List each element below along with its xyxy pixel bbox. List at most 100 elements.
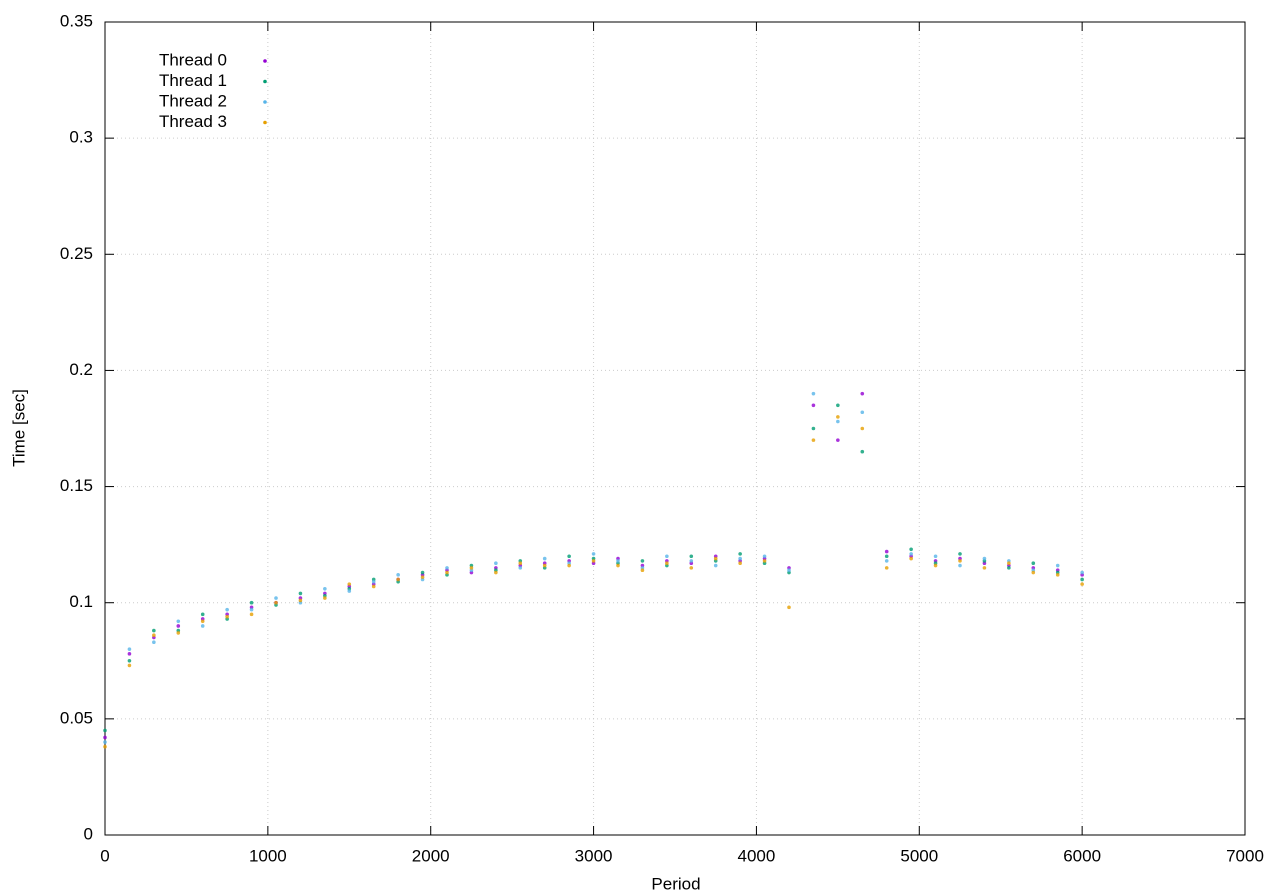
point bbox=[933, 554, 938, 559]
point bbox=[127, 658, 132, 663]
y-tick-label: 0.15 bbox=[60, 476, 93, 495]
point bbox=[567, 554, 571, 559]
point bbox=[958, 563, 962, 568]
legend-label: Thread 0 bbox=[159, 50, 227, 69]
point bbox=[103, 735, 107, 740]
y-axis-label: Time [sec] bbox=[9, 389, 28, 467]
point bbox=[640, 568, 645, 572]
point bbox=[982, 556, 987, 561]
point bbox=[958, 552, 962, 556]
point bbox=[1080, 582, 1084, 586]
point bbox=[396, 573, 400, 577]
point bbox=[689, 559, 694, 563]
point bbox=[884, 549, 889, 554]
x-tick-label: 7000 bbox=[1226, 846, 1264, 865]
point bbox=[982, 566, 987, 570]
point bbox=[860, 426, 865, 431]
point bbox=[1007, 561, 1011, 566]
point bbox=[1080, 570, 1084, 575]
point bbox=[1080, 577, 1084, 582]
point bbox=[542, 563, 547, 568]
point bbox=[860, 410, 865, 415]
point bbox=[200, 612, 205, 617]
point bbox=[787, 605, 791, 610]
point bbox=[298, 598, 303, 603]
point bbox=[762, 554, 767, 559]
point bbox=[1031, 561, 1036, 566]
plot-frame bbox=[104, 21, 1246, 836]
point bbox=[665, 561, 669, 566]
point bbox=[152, 628, 156, 633]
point bbox=[860, 449, 865, 454]
y-tick-label: 0 bbox=[84, 824, 93, 843]
point bbox=[396, 577, 400, 582]
x-tick-label: 5000 bbox=[900, 846, 938, 865]
point bbox=[811, 438, 816, 442]
x-axis-label: Period bbox=[651, 874, 700, 893]
point bbox=[909, 547, 913, 552]
point bbox=[909, 552, 913, 556]
point bbox=[347, 582, 352, 586]
point bbox=[689, 554, 694, 559]
point bbox=[909, 556, 913, 561]
point bbox=[591, 552, 596, 556]
legend-marker bbox=[263, 59, 267, 63]
point bbox=[958, 559, 962, 563]
point bbox=[616, 563, 620, 568]
point bbox=[738, 556, 742, 561]
point bbox=[1055, 563, 1060, 568]
point bbox=[103, 728, 107, 733]
point bbox=[811, 426, 816, 431]
point bbox=[1055, 573, 1060, 577]
point bbox=[249, 600, 254, 605]
point bbox=[811, 391, 816, 396]
point bbox=[274, 600, 278, 605]
y-tick-label: 0.05 bbox=[60, 708, 93, 727]
point bbox=[811, 403, 816, 408]
point bbox=[884, 566, 889, 570]
x-tick-label: 4000 bbox=[738, 846, 776, 865]
point bbox=[860, 391, 865, 396]
point bbox=[127, 652, 132, 656]
y-tick-label: 0.2 bbox=[69, 360, 93, 379]
point bbox=[469, 566, 474, 570]
point bbox=[738, 552, 742, 556]
x-tick-label: 0 bbox=[100, 846, 109, 865]
point bbox=[1031, 570, 1036, 575]
point bbox=[176, 624, 181, 628]
x-tick-label: 3000 bbox=[575, 846, 613, 865]
point bbox=[249, 607, 254, 612]
point bbox=[542, 556, 547, 561]
point bbox=[298, 591, 303, 596]
point bbox=[518, 566, 523, 570]
point bbox=[567, 563, 571, 568]
point bbox=[518, 561, 523, 566]
legend-label: Thread 2 bbox=[159, 91, 227, 110]
point bbox=[200, 619, 205, 624]
y-tick-label: 0.35 bbox=[60, 11, 93, 30]
point bbox=[371, 580, 376, 584]
point bbox=[103, 744, 107, 749]
point bbox=[249, 612, 254, 617]
point bbox=[176, 619, 181, 624]
y-tick-label: 0.3 bbox=[69, 128, 93, 147]
point bbox=[445, 566, 449, 570]
point bbox=[836, 415, 840, 419]
point bbox=[762, 559, 767, 563]
legend-marker bbox=[263, 79, 267, 84]
point bbox=[836, 438, 840, 442]
point bbox=[200, 624, 205, 628]
point bbox=[713, 556, 718, 561]
point bbox=[127, 663, 132, 668]
point bbox=[640, 559, 645, 563]
point bbox=[420, 575, 425, 579]
point bbox=[738, 561, 742, 566]
point bbox=[323, 586, 327, 591]
y-tick-label: 0.25 bbox=[60, 244, 93, 263]
point bbox=[445, 570, 449, 575]
point bbox=[713, 563, 718, 568]
point bbox=[616, 559, 620, 563]
x-tick-label: 2000 bbox=[412, 846, 450, 865]
point bbox=[591, 559, 596, 563]
point bbox=[1007, 566, 1011, 570]
